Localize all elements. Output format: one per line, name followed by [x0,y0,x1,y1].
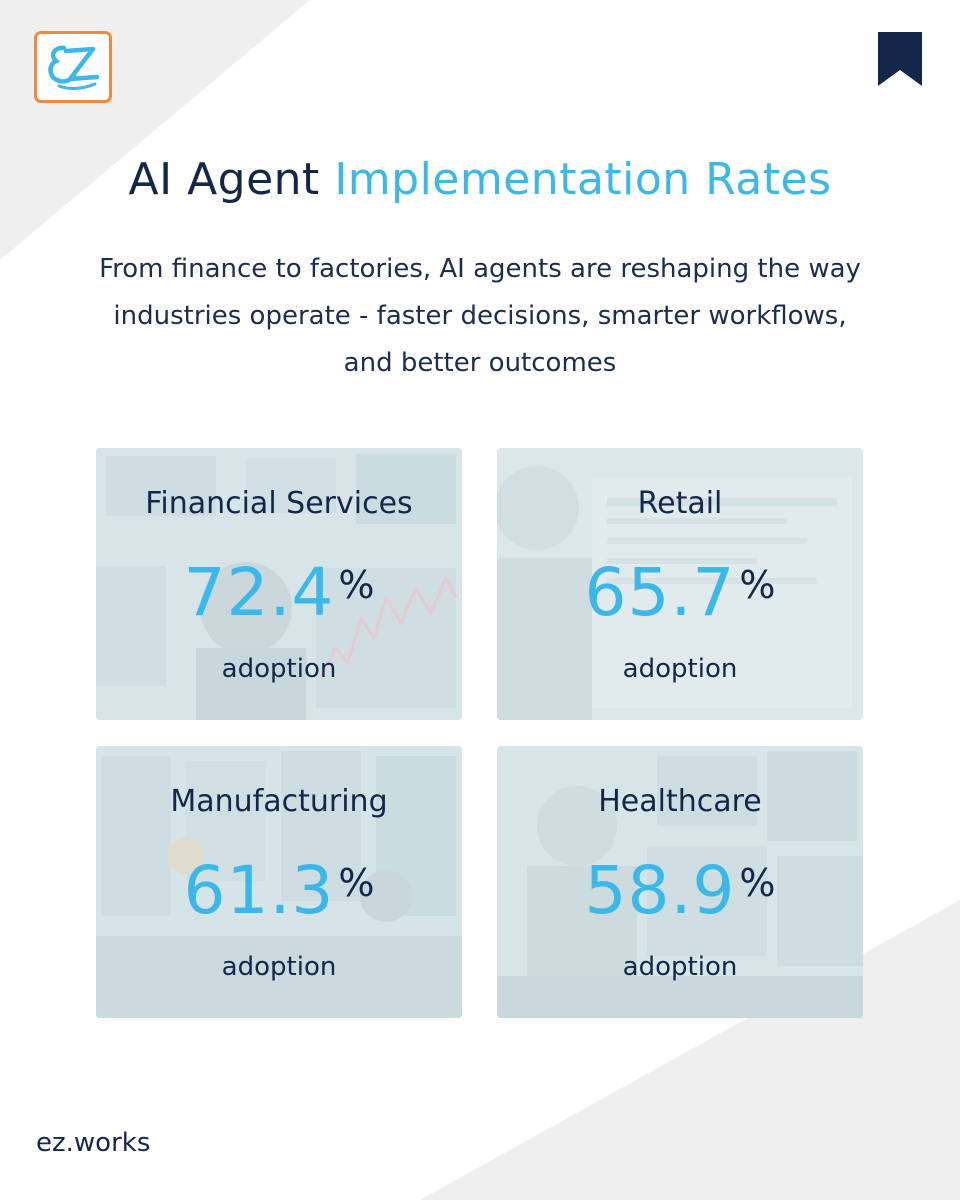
card-label: Healthcare [598,784,762,819]
card-label: Manufacturing [170,784,388,819]
card-value-number: 61.3 [183,852,335,929]
card-overlay [96,746,462,1018]
card-value-unit: % [739,563,776,607]
card-label: Financial Services [145,486,413,521]
stat-card-retail: Retail 65.7% adoption [497,448,863,720]
card-overlay [96,448,462,720]
stat-card-healthcare: Healthcare 58.9% adoption [497,746,863,1018]
card-caption: adoption [622,952,738,982]
page-subtitle: From finance to factories, AI agents are… [99,254,861,378]
title-part-1: AI Agent [128,154,320,205]
card-label: Retail [637,486,723,521]
card-caption: adoption [221,952,337,982]
stat-card-manufacturing: Manufacturing 61.3% adoption [96,746,462,1018]
ez-logo-icon[interactable] [34,31,112,103]
page-title: AI Agent Implementation Rates [0,152,960,208]
card-value-number: 72.4 [183,554,335,631]
bookmark-icon[interactable] [878,32,922,86]
card-value-number: 58.9 [584,852,736,929]
card-value-unit: % [739,861,776,905]
card-overlay [497,746,863,1018]
card-value-unit: % [338,563,375,607]
card-value: 65.7% [497,553,863,650]
footer-brand-link[interactable]: ez.works [36,1128,151,1158]
card-value-unit: % [338,861,375,905]
stat-card-financial-services: Financial Services 72.4% adoption [96,448,462,720]
card-value-number: 65.7 [584,554,736,631]
card-overlay [497,448,863,720]
title-part-2: Implementation Rates [334,154,832,205]
card-caption: adoption [622,654,738,684]
card-value: 61.3% [96,851,462,948]
card-value: 58.9% [497,851,863,948]
card-caption: adoption [221,654,337,684]
card-value: 72.4% [96,553,462,650]
